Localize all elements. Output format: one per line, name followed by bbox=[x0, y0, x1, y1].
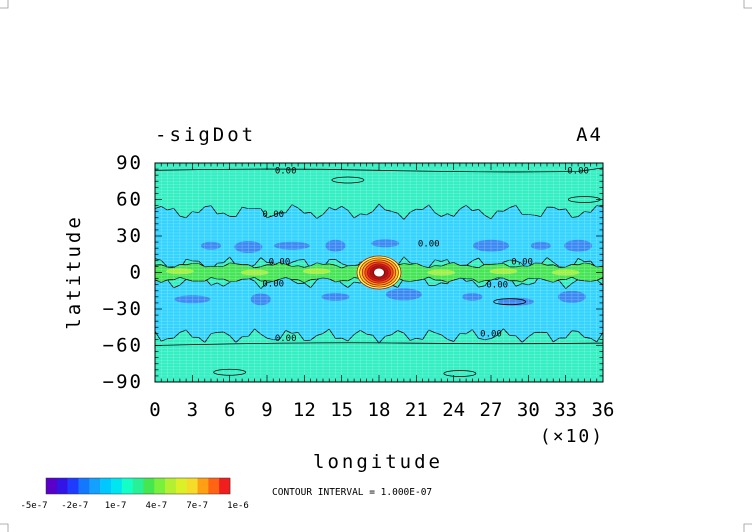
colorbar-label: 1e-7 bbox=[105, 501, 127, 511]
contour-interval-text: CONTOUR INTERVAL = 1.000E-07 bbox=[272, 487, 432, 498]
colorbar-swatch bbox=[89, 478, 101, 494]
colorbar-swatch bbox=[78, 478, 90, 494]
colorbar-swatch bbox=[110, 478, 123, 494]
y-tick-label: −90 bbox=[103, 371, 143, 393]
y-tick-label: 90 bbox=[116, 152, 143, 174]
x-axis: 0 3 6 9 12 15 18 21 24 27 30 33 36 bbox=[149, 163, 614, 421]
colorbar-frame bbox=[45, 477, 231, 495]
x-tick-label: 0 bbox=[149, 399, 160, 421]
colorbar-swatch bbox=[197, 478, 209, 494]
closed-contour bbox=[443, 370, 477, 377]
x-tick-label: 18 bbox=[368, 399, 391, 421]
contour-label: 0.00 bbox=[275, 334, 297, 344]
closed-contour bbox=[493, 298, 527, 306]
x-tick-label: 24 bbox=[442, 399, 465, 421]
y-axis: 90 60 30 0 −30 −60 −90 bbox=[103, 152, 603, 393]
colorbar-swatch bbox=[46, 478, 58, 494]
closed-contour bbox=[331, 176, 365, 184]
colorbar-label: -2e-7 bbox=[61, 501, 88, 511]
contour-label: 0.00 bbox=[480, 329, 502, 339]
chart-title: -sigDot bbox=[155, 124, 256, 146]
colorbar: -5e-7 -2e-7 1e-7 4e-7 7e-7 1e-6 bbox=[20, 477, 249, 511]
colorbar-label: -5e-7 bbox=[20, 501, 47, 511]
contour-field: 0.00 0.00 0.00 0.00 0.00 0.00 0.00 0.00 0.00 0.00 bbox=[155, 163, 603, 382]
contour-label: 0.00 bbox=[486, 281, 508, 291]
x-tick-label: 33 bbox=[554, 399, 577, 421]
colorbar-label: 4e-7 bbox=[146, 501, 168, 511]
x-tick-label: 6 bbox=[224, 399, 235, 421]
colorbar-swatch bbox=[208, 478, 220, 494]
contour-label: 0.00 bbox=[275, 166, 297, 176]
colorbar-swatch bbox=[121, 478, 133, 494]
colorbar-swatch bbox=[132, 478, 144, 494]
x-tick-label: 30 bbox=[517, 399, 540, 421]
x-tick-label: 3 bbox=[187, 399, 198, 421]
contour-label: 0.00 bbox=[567, 166, 589, 176]
colorbar-swatch bbox=[175, 478, 188, 494]
x-multiplier-label: (×10) bbox=[540, 426, 604, 447]
x-tick-label: 36 bbox=[592, 399, 615, 421]
colorbar-label: 7e-7 bbox=[186, 501, 208, 511]
contour-label: 0.00 bbox=[418, 239, 440, 249]
panel-label: A4 bbox=[576, 124, 603, 146]
x-tick-label: 27 bbox=[480, 399, 503, 421]
contour-label: 0.00 bbox=[262, 279, 284, 289]
x-tick-label: 9 bbox=[261, 399, 272, 421]
x-tick-label: 15 bbox=[330, 399, 353, 421]
colorbar-swatch bbox=[100, 478, 112, 494]
colorbar-label: 1e-6 bbox=[227, 501, 249, 511]
contour-zero-south bbox=[155, 342, 603, 346]
y-tick-label: −30 bbox=[103, 298, 143, 320]
y-tick-label: 60 bbox=[116, 189, 143, 211]
y-tick-label: 30 bbox=[116, 225, 143, 247]
x-axis-label: longitude bbox=[313, 451, 443, 473]
colorbar-swatch bbox=[186, 478, 198, 494]
x-tick-label: 12 bbox=[293, 399, 316, 421]
colorbar-swatch bbox=[143, 478, 155, 494]
colorbar-swatch bbox=[67, 478, 79, 494]
colorbar-swatch bbox=[154, 478, 166, 494]
contour-zero-north bbox=[155, 167, 603, 173]
x-tick-label: 21 bbox=[405, 399, 428, 421]
y-tick-label: 0 bbox=[130, 262, 143, 284]
contour-label: 0.00 bbox=[262, 210, 284, 220]
contour-label: 0.00 bbox=[269, 258, 291, 268]
y-axis-label: latitude bbox=[63, 214, 85, 330]
colorbar-swatch bbox=[56, 478, 68, 494]
peak-core bbox=[374, 268, 384, 277]
colorbar-swatch bbox=[165, 478, 177, 494]
contour-label: 0.00 bbox=[511, 258, 533, 268]
y-tick-label: −60 bbox=[103, 335, 143, 357]
colorbar-swatch bbox=[219, 478, 231, 494]
